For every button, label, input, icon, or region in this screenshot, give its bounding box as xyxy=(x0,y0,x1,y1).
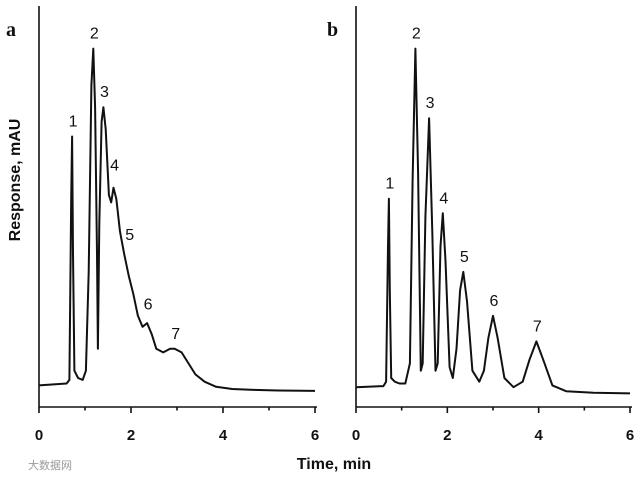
y-axis-title: Response, mAU xyxy=(7,119,24,242)
chromatogram-trace xyxy=(355,47,631,395)
watermark-text: 大数据网 xyxy=(28,458,72,472)
peak-label-4: 4 xyxy=(110,157,119,174)
x-axis-title: Time, min xyxy=(297,456,371,473)
peak-label-6: 6 xyxy=(144,296,153,313)
peak-label-2: 2 xyxy=(412,26,421,43)
peak-label-1: 1 xyxy=(69,113,78,130)
panel-label: b xyxy=(327,19,338,41)
x-tick-label: 2 xyxy=(127,427,135,444)
peak-label-1: 1 xyxy=(385,176,394,193)
chromatogram-trace xyxy=(38,47,316,392)
x-tick-label: 2 xyxy=(443,427,451,444)
x-tick-label: 0 xyxy=(35,427,43,444)
peak-label-3: 3 xyxy=(426,95,435,112)
peak-label-4: 4 xyxy=(439,190,448,207)
panel-label: a xyxy=(6,19,16,41)
peak-label-7: 7 xyxy=(533,318,542,335)
panel-b: 0 2 4 6 1 2 3 4 5 6 7 b xyxy=(327,6,634,444)
panel-a: 0 2 4 6 1 2 3 4 5 6 7 a xyxy=(6,6,319,444)
x-tick-label: 6 xyxy=(311,427,319,444)
peak-label-5: 5 xyxy=(125,227,134,244)
x-tick-label: 4 xyxy=(534,427,543,444)
x-tick-label: 4 xyxy=(219,427,228,444)
peak-label-6: 6 xyxy=(490,293,499,310)
x-tick-label: 6 xyxy=(626,427,634,444)
peak-label-3: 3 xyxy=(100,84,109,101)
peak-label-7: 7 xyxy=(171,326,180,343)
x-tick-label: 0 xyxy=(352,427,360,444)
peak-label-2: 2 xyxy=(90,26,99,43)
peak-label-5: 5 xyxy=(460,249,469,266)
